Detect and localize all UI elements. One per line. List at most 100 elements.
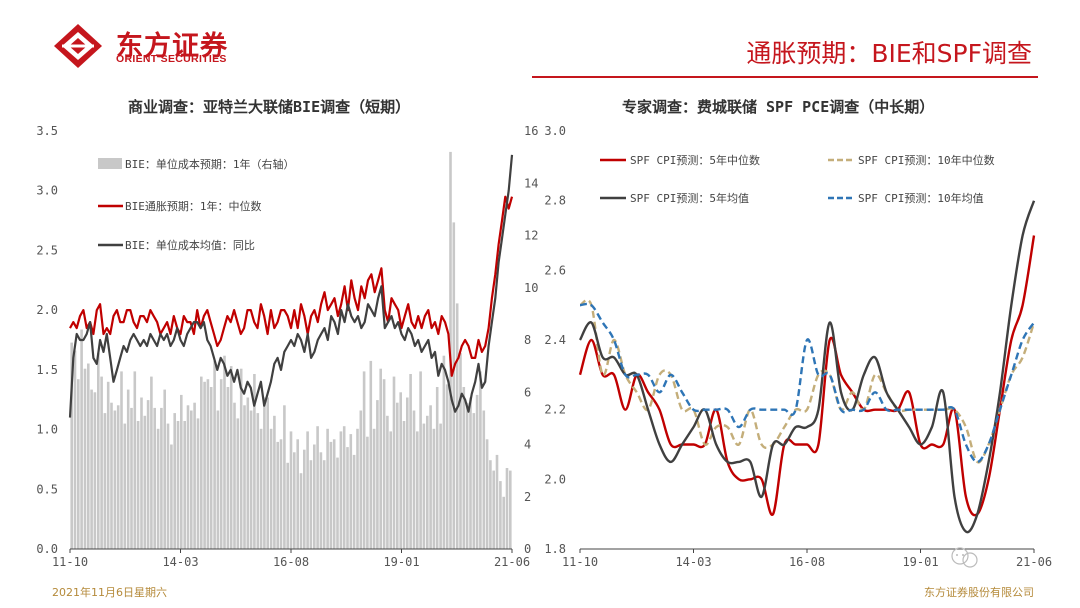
bar-unit-cost-expectation: [435, 387, 439, 549]
bar-unit-cost-expectation: [469, 397, 472, 549]
bar-unit-cost-expectation: [346, 447, 349, 549]
footer-company: 东方证券股份有限公司: [924, 586, 1034, 599]
bar-unit-cost-expectation: [289, 431, 293, 549]
bar-unit-cost-expectation: [156, 428, 160, 549]
line-spf-5y-median: [578, 235, 1036, 517]
y-tick-label: 2.0: [544, 472, 566, 486]
bar-unit-cost-expectation: [339, 431, 343, 549]
x-tick-label: 16-08: [789, 555, 825, 569]
left-y-tick-label: 2.0: [36, 303, 58, 317]
bar-unit-cost-expectation: [459, 353, 462, 549]
bar-unit-cost-expectation: [83, 368, 87, 549]
y-tick-label: 1.8: [544, 542, 566, 556]
bar-unit-cost-expectation: [299, 473, 303, 549]
brand-logo: [54, 24, 102, 68]
bar-unit-cost-expectation: [322, 460, 326, 549]
left-y-tick-label: 0.5: [36, 482, 58, 496]
bar-unit-cost-expectation: [269, 428, 273, 549]
legend-spf-5y-median-label: SPF CPI预测：5年中位数: [630, 153, 760, 167]
bar-unit-cost-expectation: [349, 434, 353, 549]
bar-unit-cost-expectation: [133, 371, 137, 549]
bar-unit-cost-expectation: [332, 439, 336, 549]
left-chart-title: 商业调查：亚特兰大联储BIE调查（短期）: [128, 98, 411, 116]
x-tick-label: 21-06: [494, 555, 530, 569]
bar-unit-cost-expectation: [209, 387, 213, 549]
bar-unit-cost-expectation: [286, 462, 289, 549]
bar-unit-cost-expectation: [93, 392, 97, 550]
bar-unit-cost-expectation: [253, 374, 256, 549]
bar-unit-cost-expectation: [399, 392, 402, 550]
bar-unit-cost-expectation: [366, 436, 369, 549]
bar-unit-cost-expectation: [100, 376, 103, 549]
bar-unit-cost-expectation: [170, 444, 173, 549]
line-bie-unit-cost-mean: [68, 154, 514, 418]
bar-unit-cost-expectation: [243, 405, 246, 549]
bar-unit-cost-expectation: [329, 441, 333, 549]
bar-unit-cost-expectation: [336, 457, 339, 549]
bar-unit-cost-expectation: [296, 439, 299, 549]
bar-unit-cost-expectation: [226, 387, 230, 549]
bar-unit-cost-expectation: [120, 371, 123, 549]
bar-unit-cost-expectation: [223, 355, 226, 549]
bar-unit-cost-expectation: [389, 431, 392, 549]
bar-unit-cost-expectation: [359, 410, 363, 549]
line-bie-inflation-median: [69, 195, 514, 377]
bar-unit-cost-expectation: [409, 374, 412, 549]
bar-unit-cost-expectation: [246, 397, 250, 549]
bar-unit-cost-expectation: [80, 329, 83, 549]
bar-unit-cost-expectation: [216, 410, 220, 549]
bar-unit-cost-expectation: [419, 371, 422, 549]
x-tick-label: 19-01: [902, 555, 938, 569]
left-y-tick-label: 0.0: [36, 542, 58, 556]
bar-unit-cost-expectation: [362, 371, 366, 549]
bar-unit-cost-expectation: [472, 413, 476, 549]
legend-spf-5y-mean-label: SPF CPI预测：5年均值: [630, 191, 749, 205]
left-y-tick-label: 3.0: [36, 184, 58, 198]
bar-unit-cost-expectation: [186, 405, 190, 549]
bar-unit-cost-expectation: [489, 460, 492, 549]
bar-unit-cost-expectation: [140, 397, 143, 549]
bar-unit-cost-expectation: [219, 379, 223, 549]
left-y-tick-label: 3.5: [36, 124, 58, 138]
y-tick-label: 2.2: [544, 403, 566, 417]
bar-unit-cost-expectation: [213, 360, 216, 549]
bar-unit-cost-expectation: [150, 376, 153, 549]
bar-unit-cost-expectation: [233, 402, 236, 549]
right-y-tick-label: 2: [524, 490, 531, 504]
bar-unit-cost-expectation: [196, 418, 200, 549]
left-y-tick-label: 1.0: [36, 423, 58, 437]
bar-unit-cost-expectation: [386, 415, 389, 549]
bar-unit-cost-expectation: [293, 452, 296, 549]
bar-unit-cost-expectation: [70, 342, 73, 549]
bar-unit-cost-expectation: [166, 423, 170, 549]
bar-unit-cost-expectation: [153, 407, 156, 549]
logo-text-en: ORIENT SECURITIES: [116, 53, 227, 65]
bar-unit-cost-expectation: [342, 426, 346, 549]
right-y-tick-label: 10: [524, 281, 538, 295]
spf-chart: 1.8 2.0 2.2 2.4 2.6 2.8 3.0 11-10 14-03 16-08 19-0…: [544, 124, 1052, 569]
bar-unit-cost-expectation: [146, 400, 150, 549]
bar-unit-cost-expectation: [439, 423, 442, 549]
y-tick-label: 3.0: [544, 124, 566, 138]
bar-unit-cost-expectation: [73, 350, 77, 549]
line-spf-10y-median: [579, 298, 1036, 464]
bar-unit-cost-expectation: [396, 402, 399, 549]
bar-unit-cost-expectation: [412, 410, 416, 549]
bar-unit-cost-expectation: [160, 407, 163, 549]
x-tick-label: 21-06: [1016, 555, 1052, 569]
bar-unit-cost-expectation: [103, 413, 107, 549]
logo-text-cn: 东方证券: [116, 31, 228, 62]
bar-unit-cost-expectation: [116, 405, 120, 549]
bar-unit-cost-expectation: [77, 379, 80, 549]
bar-unit-cost-expectation: [203, 381, 206, 549]
bar-unit-cost-expectation: [143, 415, 147, 549]
wechat-watermark-icon: [951, 547, 978, 568]
bar-unit-cost-expectation: [376, 400, 379, 549]
line-spf-5y-mean: [578, 200, 1036, 534]
bar-unit-cost-expectation: [229, 366, 233, 549]
bar-unit-cost-expectation: [319, 452, 323, 549]
bar-unit-cost-expectation: [266, 397, 269, 549]
bar-unit-cost-expectation: [180, 394, 183, 549]
bar-unit-cost-expectation: [416, 431, 419, 549]
footer-date: 2021年11月6日星期六: [52, 586, 167, 599]
